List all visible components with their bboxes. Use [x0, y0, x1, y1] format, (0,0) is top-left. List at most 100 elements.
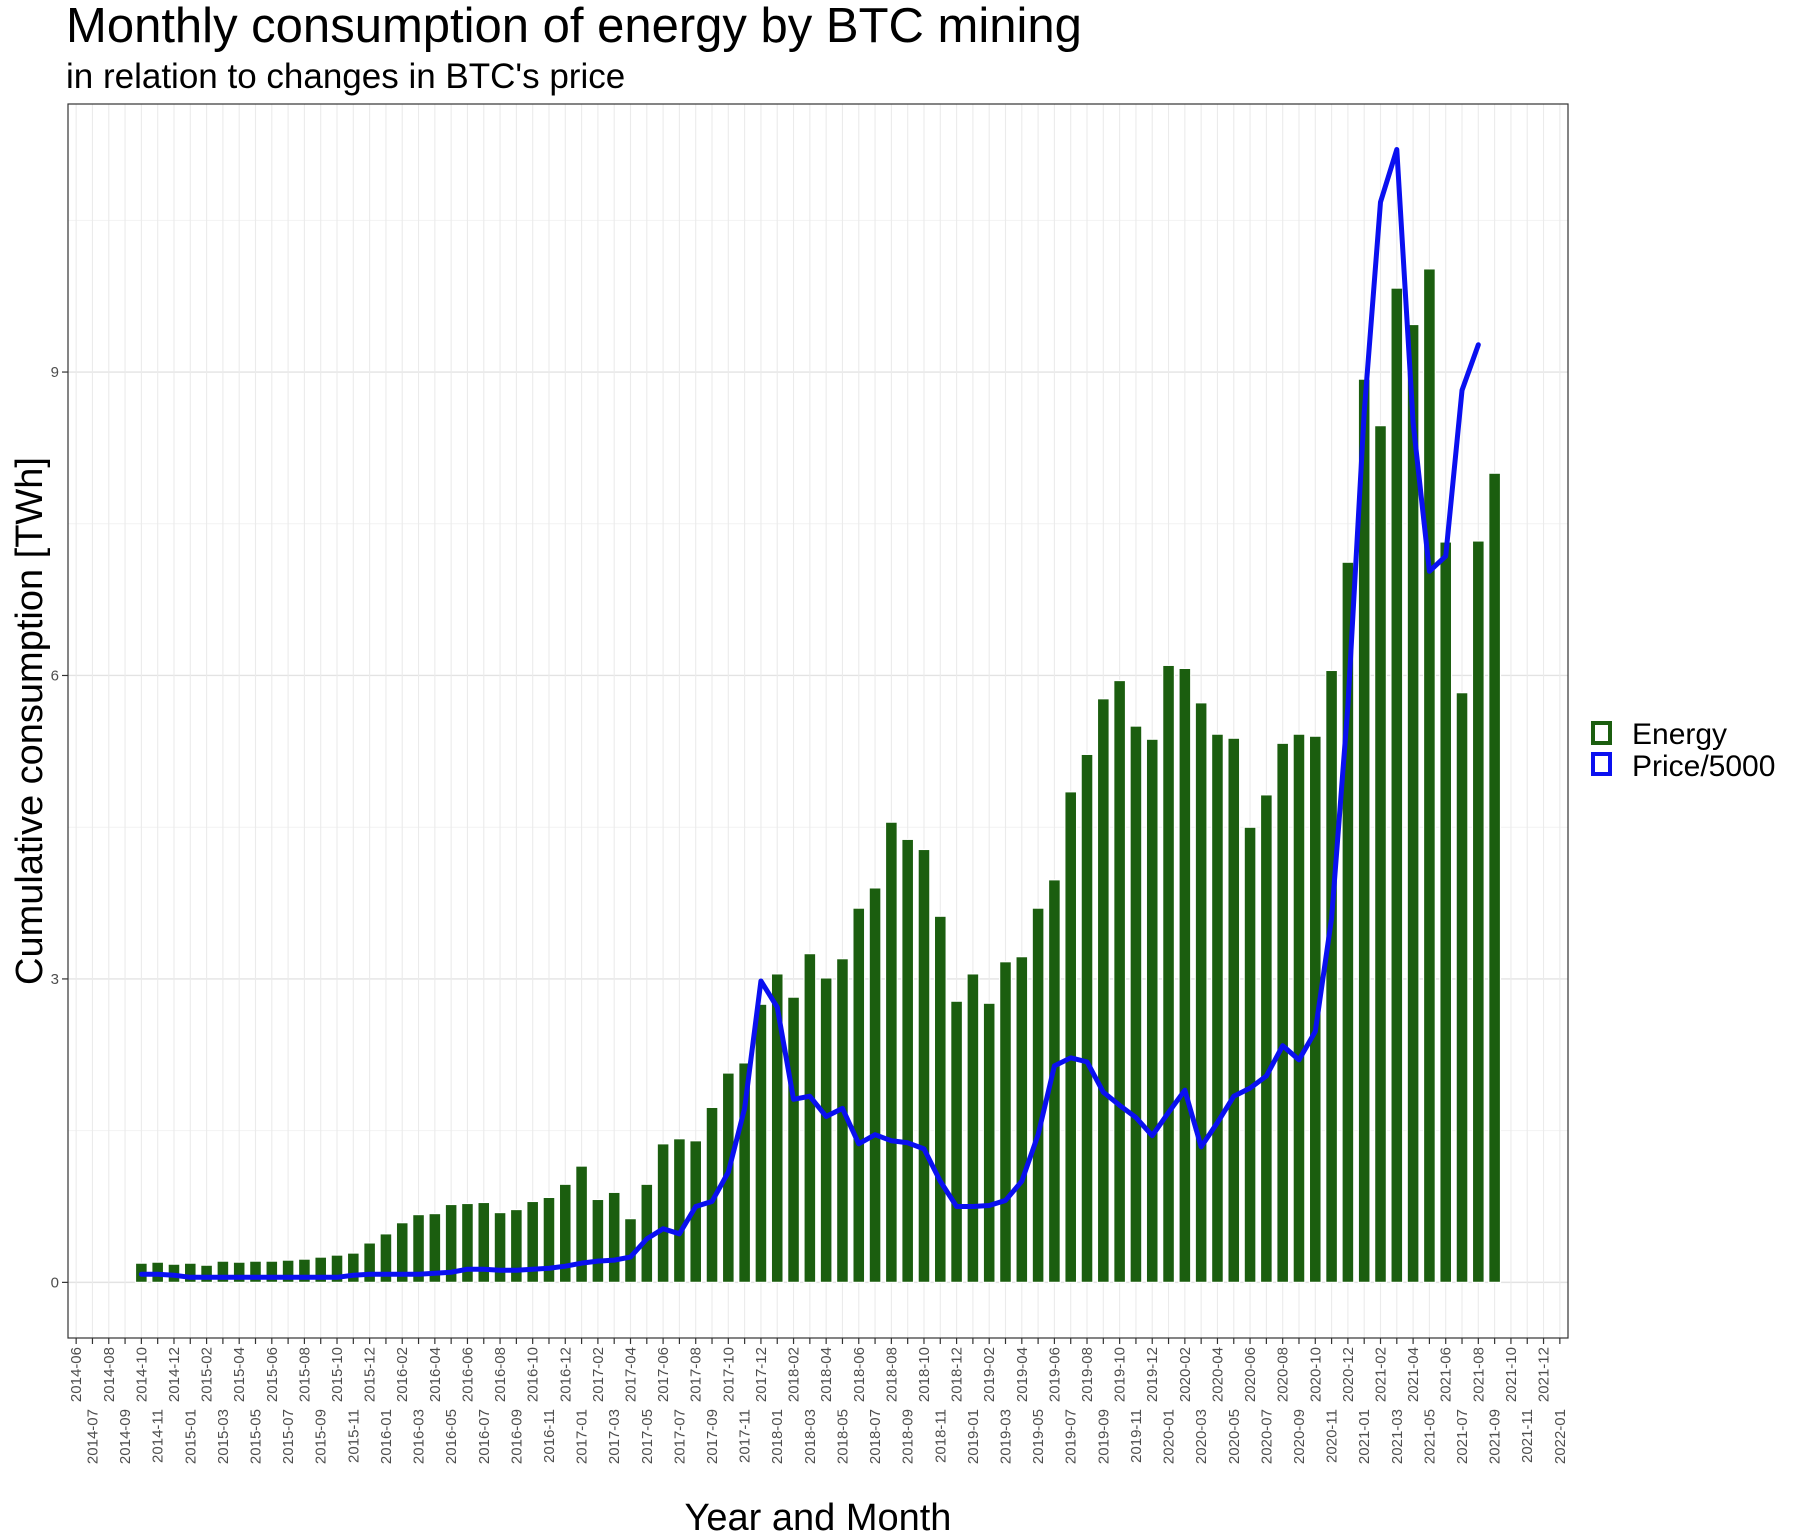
x-tick-label: 2021-10: [1503, 1347, 1520, 1402]
bar: [1439, 541, 1453, 1283]
x-tick-label: 2015-03: [215, 1409, 232, 1464]
x-tick-label: 2015-09: [313, 1409, 330, 1464]
x-tick-label: 2016-09: [508, 1409, 525, 1464]
x-tick-label: 2015-11: [345, 1409, 362, 1463]
x-tick-label: 2021-05: [1421, 1409, 1438, 1464]
bar: [395, 1222, 409, 1283]
x-tick-label: 2020-11: [1324, 1409, 1341, 1463]
bar: [738, 1062, 752, 1283]
y-tick-label: 0: [51, 1274, 59, 1291]
bar: [1227, 737, 1241, 1283]
x-tick-label: 2020-09: [1291, 1409, 1308, 1464]
plot-panel: [67, 103, 1569, 1339]
x-tick-label: 2016-10: [525, 1347, 542, 1402]
x-tick-label: 2015-05: [248, 1409, 265, 1464]
bar: [1080, 753, 1094, 1283]
bar: [265, 1260, 279, 1283]
bar: [379, 1233, 393, 1283]
bar: [216, 1260, 230, 1283]
x-tick-label: 2016-11: [541, 1409, 558, 1463]
x-tick-label: 2019-01: [965, 1409, 982, 1464]
x-tick-label: 2018-08: [883, 1347, 900, 1402]
bar: [1390, 287, 1404, 1283]
x-tick-label: 2020-04: [1209, 1347, 1226, 1402]
bar: [1113, 679, 1127, 1283]
bar: [656, 1143, 670, 1283]
bar: [281, 1259, 295, 1283]
x-tick-label: 2020-05: [1226, 1409, 1243, 1464]
x-tick-label: 2017-10: [720, 1347, 737, 1402]
bar: [1015, 956, 1029, 1283]
bar: [493, 1211, 507, 1283]
legend: Energy Price/5000: [1591, 718, 1775, 783]
bar: [868, 887, 882, 1283]
x-tick-label: 2019-05: [1030, 1409, 1047, 1464]
x-tick-label: 2019-10: [1112, 1347, 1129, 1402]
bar: [412, 1213, 426, 1283]
bar: [1145, 738, 1159, 1283]
x-tick-label: 2021-06: [1438, 1347, 1455, 1402]
bar: [1064, 791, 1078, 1283]
bar: [1276, 742, 1290, 1283]
x-tick-label: 2018-07: [867, 1409, 884, 1464]
bar: [1243, 826, 1257, 1283]
x-tick-label: 2021-11: [1519, 1409, 1536, 1463]
x-tick-label: 2021-09: [1487, 1409, 1504, 1464]
bar: [770, 973, 784, 1283]
bar: [754, 1003, 768, 1283]
x-tick-label: 2019-06: [1046, 1347, 1063, 1402]
bar: [901, 838, 915, 1283]
x-tick-label: 2016-02: [394, 1347, 411, 1402]
bar: [1162, 664, 1176, 1283]
bar: [460, 1202, 474, 1283]
x-tick-label: 2017-01: [574, 1409, 591, 1464]
x-tick-label: 2015-10: [329, 1347, 346, 1402]
bar: [982, 1002, 996, 1283]
bar: [526, 1200, 540, 1283]
bar: [232, 1261, 246, 1283]
x-tick-label: 2021-07: [1454, 1409, 1471, 1464]
x-tick-label: 2019-02: [981, 1347, 998, 1402]
x-tick-label: 2017-02: [590, 1347, 607, 1402]
x-tick-label: 2018-12: [949, 1347, 966, 1402]
bar: [183, 1262, 197, 1283]
x-tick-label: 2018-03: [802, 1409, 819, 1464]
bar: [917, 848, 931, 1283]
x-tick-label: 2022-01: [1552, 1409, 1569, 1464]
x-tick-label: 2017-08: [688, 1347, 705, 1402]
bar: [509, 1208, 523, 1283]
x-tick-label: 2019-04: [1014, 1347, 1031, 1402]
x-tick-label: 2014-11: [150, 1409, 167, 1463]
x-tick-label: 2017-03: [606, 1409, 623, 1464]
bar: [803, 953, 817, 1283]
bar: [1031, 907, 1045, 1283]
bar: [200, 1264, 214, 1283]
x-tick-label: 2020-10: [1307, 1347, 1324, 1402]
x-tick-label: 2016-05: [443, 1409, 460, 1464]
y-tick-label: 9: [51, 364, 59, 381]
x-tick-label: 2020-08: [1275, 1347, 1292, 1402]
bar: [1178, 667, 1192, 1283]
x-tick-label: 2014-12: [166, 1347, 183, 1402]
bar: [819, 977, 833, 1283]
x-tick-label: 2017-06: [655, 1347, 672, 1402]
chart-subtitle: in relation to changes in BTC's price: [66, 57, 625, 96]
x-tick-label: 2019-11: [1128, 1409, 1145, 1463]
x-tick-label: 2016-04: [427, 1347, 444, 1402]
x-tick-label: 2014-08: [101, 1347, 118, 1402]
chart-title: Monthly consumption of energy by BTC min…: [66, 0, 1082, 53]
bar: [1374, 425, 1387, 1283]
x-tick-label: 2020-03: [1193, 1409, 1210, 1464]
x-axis: 2014-062014-072014-082014-092014-102014-…: [68, 1338, 1569, 1464]
x-tick-label: 2015-12: [362, 1347, 379, 1402]
bar: [444, 1203, 458, 1283]
bar: [1488, 472, 1502, 1283]
x-tick-label: 2015-07: [280, 1409, 297, 1464]
x-tick-label: 2014-07: [84, 1409, 101, 1464]
x-tick-label: 2016-07: [476, 1409, 493, 1464]
legend-key-price: [1591, 752, 1612, 776]
legend-label-price: Price/5000: [1632, 750, 1775, 783]
x-tick-label: 2014-10: [133, 1347, 150, 1402]
x-tick-label: 2020-06: [1242, 1347, 1259, 1402]
